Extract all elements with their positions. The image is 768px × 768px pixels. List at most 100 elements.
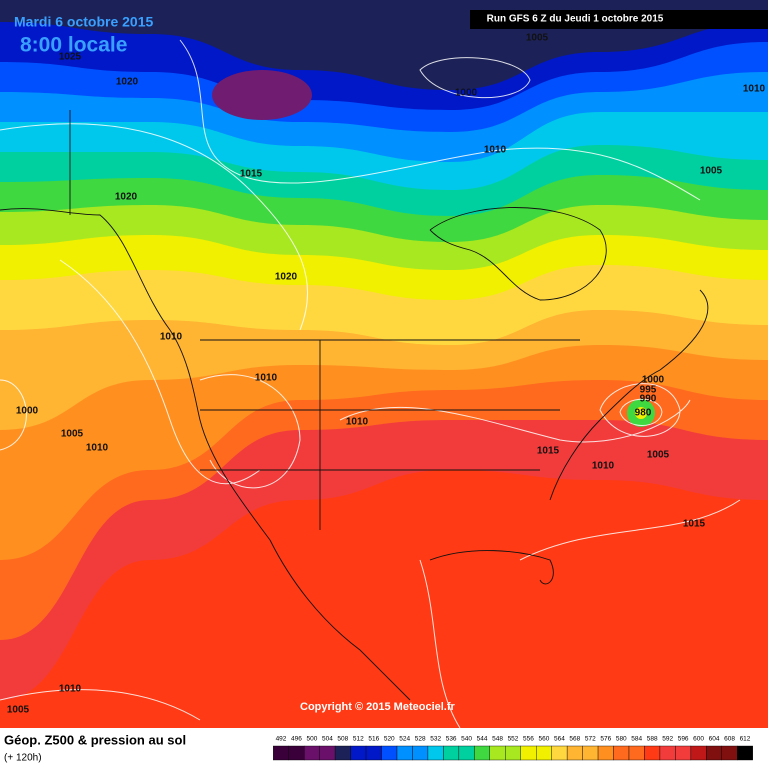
date-text: Mardi 6 octobre 2015 — [14, 14, 153, 30]
scale-label: 544 — [477, 736, 488, 743]
coastline — [0, 208, 411, 701]
isobar-label: 990 — [640, 394, 657, 405]
isobar-label: 1000 — [642, 375, 665, 386]
isobar-label: 1010 — [592, 461, 615, 472]
scale-label: 528 — [415, 736, 426, 743]
scale-label: 496 — [291, 736, 302, 743]
isobar-label: 1005 — [647, 450, 670, 461]
scale-label: 584 — [631, 736, 642, 743]
geopotential-bands — [0, 0, 768, 728]
isobar-label: 1015 — [537, 446, 560, 457]
scale-label: 608 — [724, 736, 735, 743]
scale-swatch — [350, 745, 367, 761]
scale-swatch — [334, 745, 351, 761]
scale-swatch — [737, 745, 753, 761]
isobar-label: 1010 — [86, 443, 109, 454]
copyright: Copyright © 2015 Meteociel.fr — [300, 701, 456, 713]
isobar-label: 1010 — [484, 145, 507, 156]
scale-swatch — [427, 745, 444, 761]
scale-swatch — [489, 745, 506, 761]
isobar-label: 1025 — [59, 52, 82, 63]
isobar-label: 1010 — [160, 332, 183, 343]
isobar-line — [519, 499, 741, 561]
isobar-line — [179, 39, 701, 201]
isobar-line — [0, 123, 309, 331]
isobar-line — [59, 259, 261, 485]
scale-label: 536 — [446, 736, 457, 743]
isobar-label: 1020 — [275, 272, 298, 283]
time-text: 8:00 locale — [20, 34, 127, 57]
scale-label: 508 — [337, 736, 348, 743]
legend-title: Géop. Z500 & pression au sol — [4, 732, 186, 747]
scale-swatch — [273, 745, 289, 761]
run-box — [470, 10, 768, 29]
isobar-labels: 1025 1020 1005 1000 1010 1015 1010 1020 1005 1020… — [7, 33, 766, 716]
scale-swatch — [597, 745, 614, 761]
color-scale: 492 496 500 504 508 512 516 520 524 528 532 536 540 5… — [273, 736, 753, 761]
scale-swatch — [675, 745, 692, 761]
isobar-line — [599, 383, 681, 437]
isobar-line — [0, 689, 201, 721]
isobar-label: 1010 — [743, 84, 766, 95]
scale-label: 592 — [662, 736, 673, 743]
scale-swatch — [458, 745, 475, 761]
isobar-label: 1005 — [61, 429, 84, 440]
isobar-label: 1020 — [116, 77, 139, 88]
isobar-label: 1000 — [455, 88, 478, 99]
scale-swatch — [566, 745, 583, 761]
scale-swatch — [412, 745, 429, 761]
isobar-label: 995 — [640, 385, 657, 396]
isobar-line — [419, 559, 461, 729]
scale-label: 504 — [322, 736, 333, 743]
scale-swatch — [443, 745, 460, 761]
scale-swatch — [304, 745, 320, 761]
scale-label: 532 — [430, 736, 441, 743]
scale-label: 540 — [461, 736, 472, 743]
scale-swatch — [381, 745, 398, 761]
isobar-label: 1015 — [240, 169, 263, 180]
scale-label: 500 — [307, 736, 318, 743]
isobar-label: 1010 — [59, 684, 82, 695]
scale-label: 612 — [740, 736, 751, 743]
scale-swatch — [644, 745, 661, 761]
isobar-label: 980 — [635, 408, 652, 419]
scale-swatch — [690, 745, 707, 761]
isobar-label: 1005 — [7, 705, 30, 716]
isobar-line — [419, 57, 531, 99]
scale-swatch — [551, 745, 568, 761]
isobar-line — [199, 374, 301, 489]
scale-swatch — [365, 745, 382, 761]
isobar-label: 1015 — [683, 519, 706, 530]
coastline — [429, 207, 607, 301]
scale-swatch — [520, 745, 537, 761]
scale-label: 580 — [616, 736, 627, 743]
isobar-label: 1010 — [346, 417, 369, 428]
isobar-line — [0, 379, 27, 451]
scale-label: 552 — [508, 736, 519, 743]
scale-label: 560 — [539, 736, 550, 743]
scale-label: 568 — [569, 736, 580, 743]
scale-swatch — [396, 745, 413, 761]
isobar-label: 1020 — [115, 192, 138, 203]
scale-swatch — [659, 745, 676, 761]
scale-label: 520 — [384, 736, 395, 743]
scale-label: 524 — [399, 736, 410, 743]
scale-swatch — [706, 745, 722, 761]
low-center — [635, 407, 647, 419]
scale-label: 556 — [523, 736, 534, 743]
scale-label: 596 — [678, 736, 689, 743]
scale-swatch — [721, 745, 738, 761]
low-center — [212, 70, 312, 120]
isobars — [0, 39, 741, 729]
run-text: Run GFS 6 Z du Jeudi 1 octobre 2015 — [487, 14, 664, 25]
legend-subtitle: (+ 120h) — [4, 753, 42, 764]
scale-label: 572 — [585, 736, 596, 743]
scale-swatch — [319, 745, 336, 761]
scale-swatch — [474, 745, 491, 761]
scale-label: 548 — [492, 736, 503, 743]
scale-label: 564 — [554, 736, 565, 743]
scale-swatch — [505, 745, 521, 761]
scale-label: 600 — [693, 736, 704, 743]
